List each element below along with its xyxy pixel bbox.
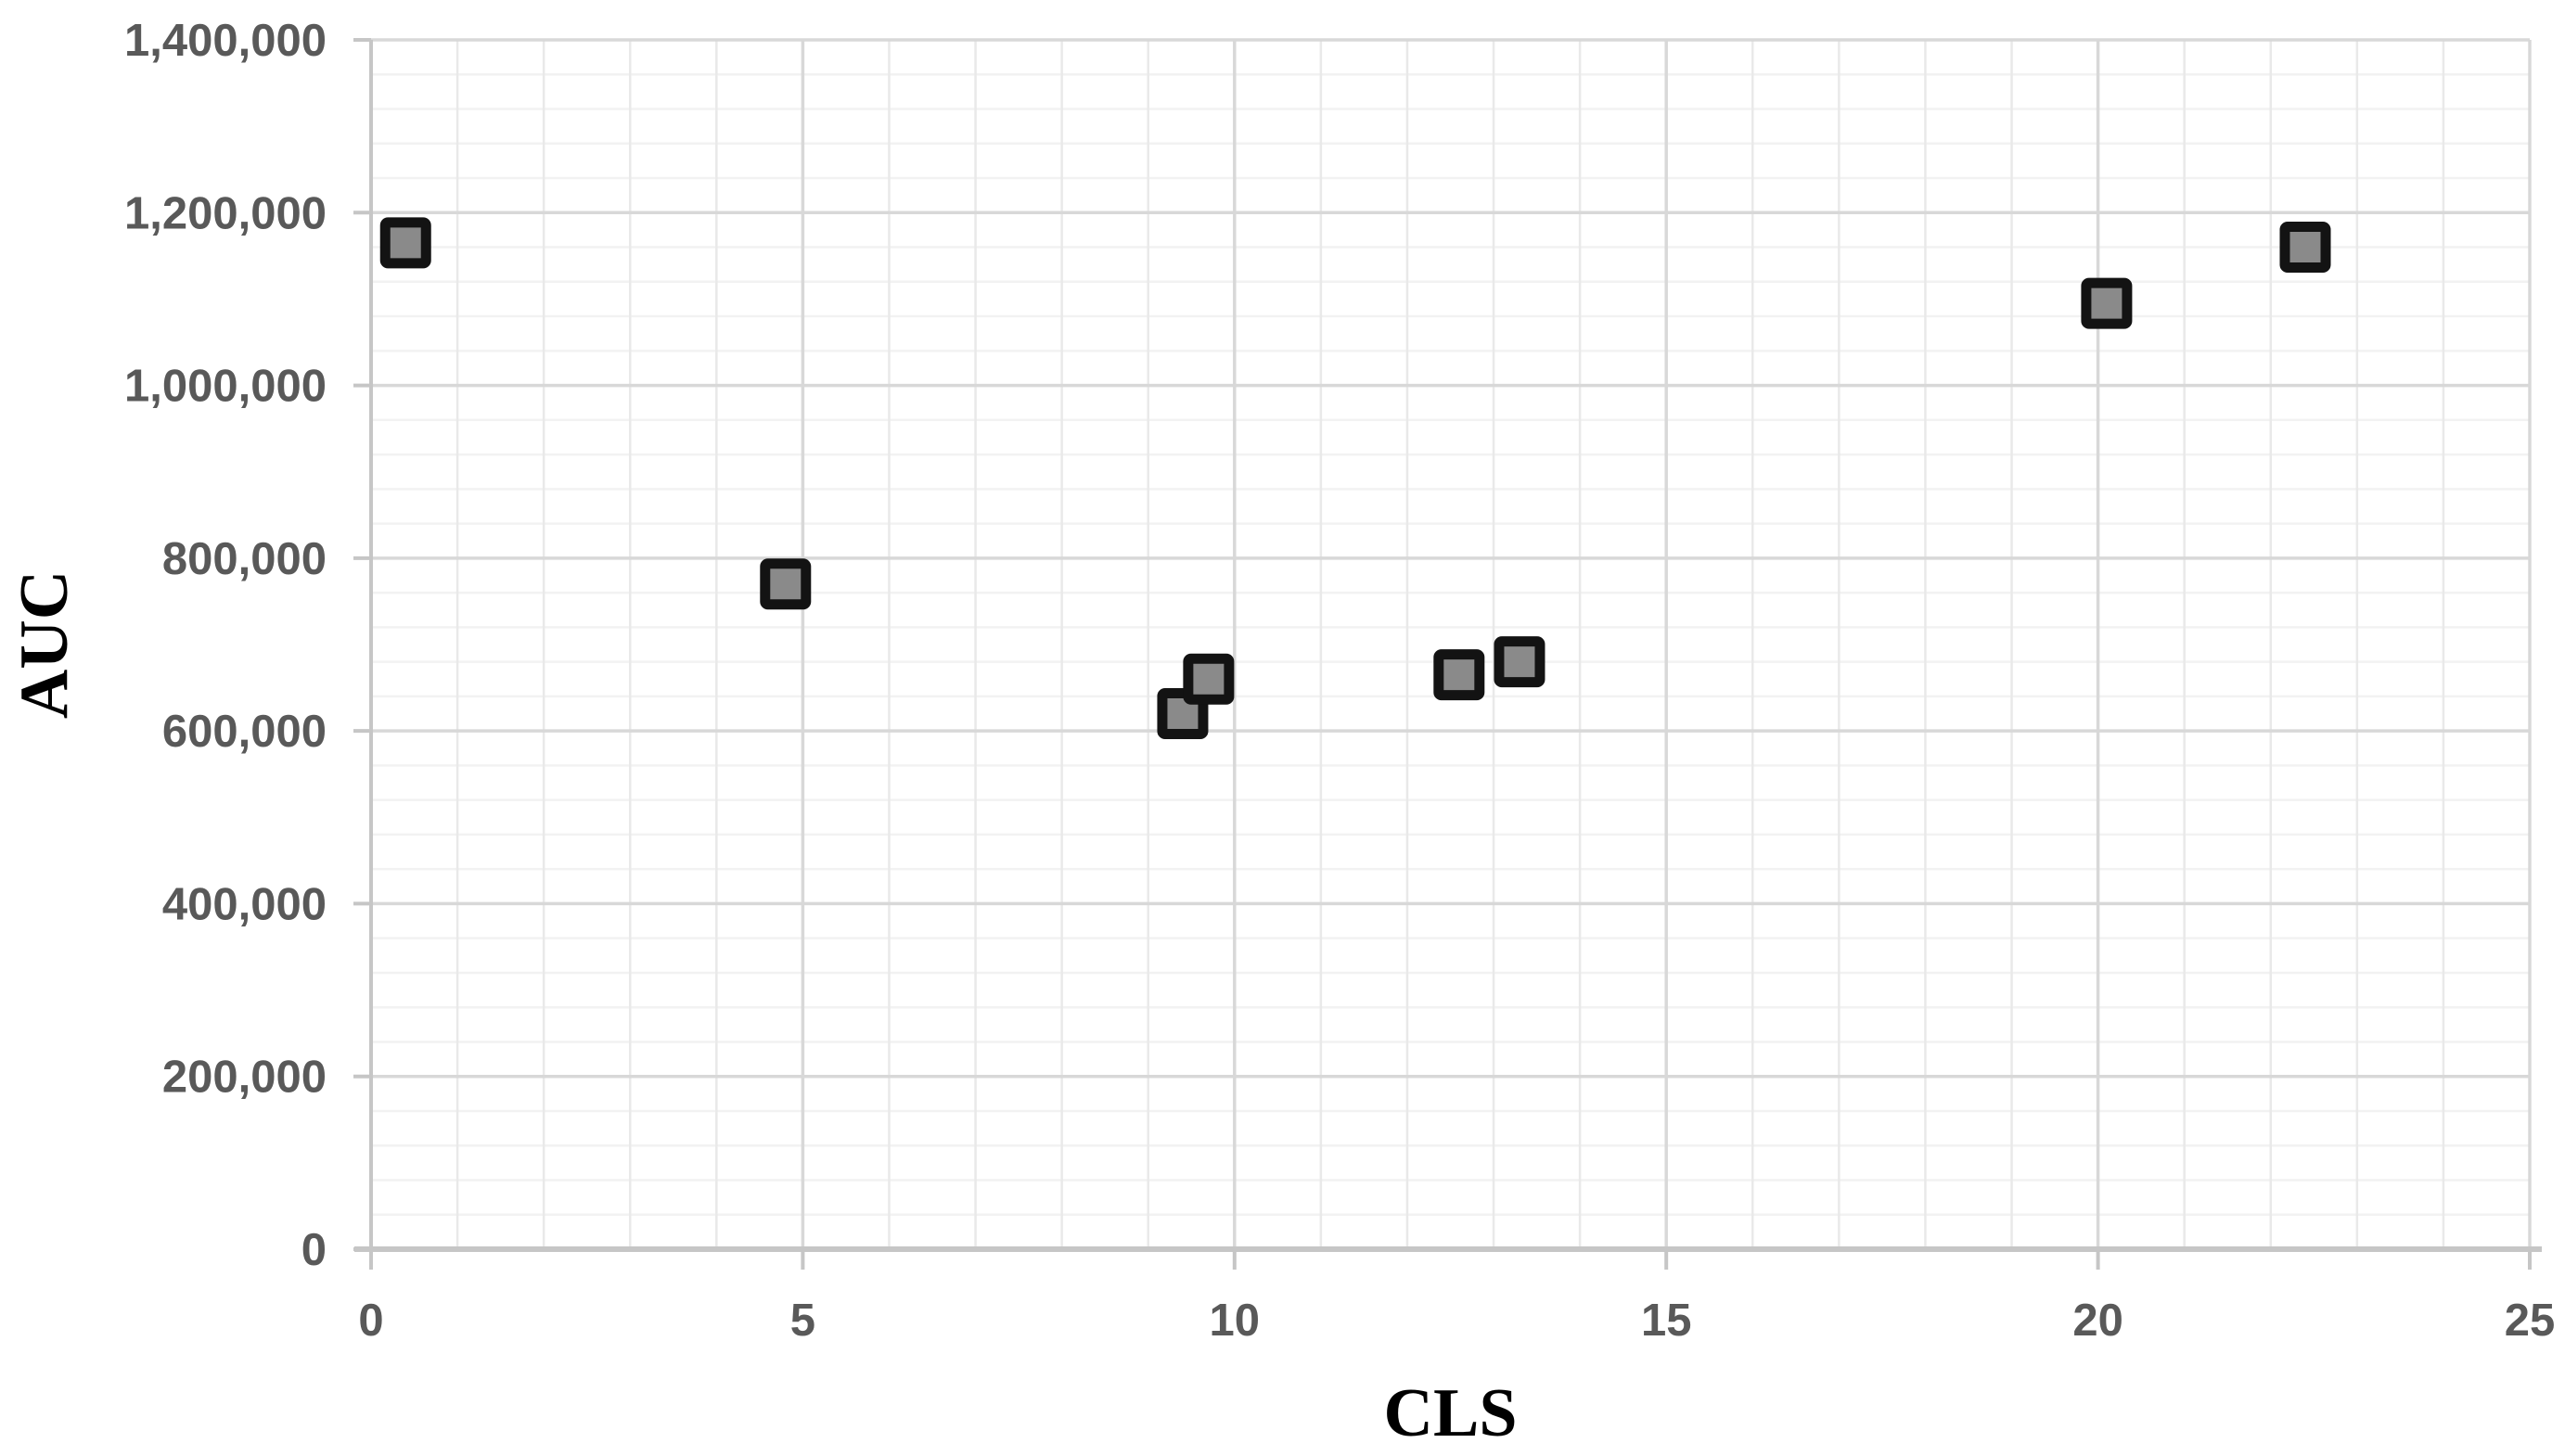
y-tick-label: 800,000 <box>162 534 327 584</box>
x-tick-label: 25 <box>2505 1296 2556 1346</box>
y-tick-label: 600,000 <box>162 707 327 757</box>
y-tick-label: 1,200,000 <box>124 188 327 238</box>
x-tick-label: 5 <box>790 1296 815 1346</box>
x-tick-label: 10 <box>1210 1296 1261 1346</box>
y-tick-label: 1,400,000 <box>124 16 327 66</box>
data-point-marker <box>2279 222 2331 274</box>
x-axis-title: CLS <box>1384 1375 1518 1451</box>
data-point-marker <box>379 217 431 269</box>
y-tick-label: 200,000 <box>162 1053 327 1103</box>
data-point-marker <box>1433 649 1485 701</box>
data-point-marker <box>1494 636 1545 688</box>
data-point-marker <box>2081 277 2133 329</box>
y-tick-label: 400,000 <box>162 879 327 929</box>
y-tick-label: 1,000,000 <box>124 362 327 412</box>
x-tick-label: 15 <box>1641 1296 1692 1346</box>
y-axis-title: AUC <box>6 570 83 719</box>
x-tick-label: 20 <box>2072 1296 2123 1346</box>
x-tick-label: 0 <box>358 1296 383 1346</box>
y-tick-label: 0 <box>301 1225 327 1275</box>
data-point-marker <box>760 558 812 610</box>
data-point-marker <box>1183 653 1235 705</box>
